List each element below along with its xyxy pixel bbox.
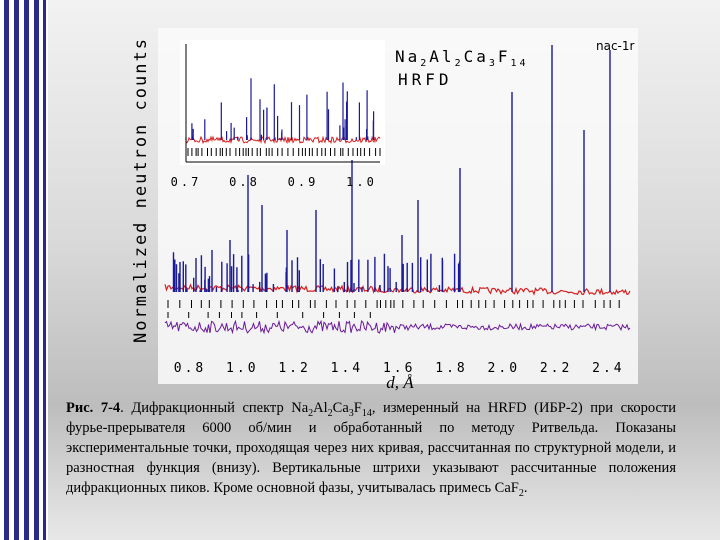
caption-text: Ca — [332, 400, 349, 416]
y-axis-label: Normalized neutron counts — [131, 37, 151, 343]
side-stripes — [0, 0, 48, 540]
inset-x-tick-label: 0.7 — [171, 175, 202, 189]
caption-text: . Дифракционный спектр Na — [120, 400, 309, 416]
spectrum — [164, 44, 631, 335]
caption-sub: 14 — [361, 407, 372, 419]
caption-label: Рис. 7-4 — [66, 400, 121, 416]
caption-text: F — [353, 400, 362, 416]
inset-x-tick-label: 0.9 — [288, 175, 319, 189]
inset-formula: Na2Al2Ca3F14 — [395, 47, 529, 69]
caption-text: Al — [313, 400, 328, 416]
caption-sub: 2 — [518, 487, 524, 499]
inset-ticks — [187, 148, 381, 156]
inset-x-tick-label: 1.0 — [346, 175, 377, 189]
caption-text: , измеренный на HRFD (ИБР-2) при скорост… — [66, 400, 676, 496]
impurity-ticks — [167, 312, 371, 318]
x-tick-label: 1.8 — [435, 361, 467, 376]
inset-observed — [185, 135, 381, 145]
x-tick-label: 2.0 — [488, 361, 520, 376]
x-tick-label: 1.0 — [226, 361, 258, 376]
inset-area — [180, 40, 385, 165]
difference-curve — [164, 319, 631, 335]
caption-sub: 2 — [327, 407, 333, 419]
x-tick-label: 2.2 — [540, 361, 572, 376]
peak-ticks — [167, 300, 620, 308]
caption-sub: 3 — [348, 407, 354, 419]
caption-sub: 2 — [308, 407, 314, 419]
inset-instrument: HRFD — [398, 70, 453, 89]
sample-id: nac-1r — [596, 39, 635, 53]
calculated-peaks — [172, 45, 611, 292]
caption: Рис. 7-4. Дифракционный спектр Na2Al2Ca3… — [66, 398, 676, 498]
x-tick-label: 0.8 — [174, 361, 206, 376]
caption-text: . — [523, 480, 528, 496]
x-tick-label: 1.4 — [331, 361, 363, 376]
x-tick-label: 1.6 — [383, 361, 415, 376]
x-axis-label: d, Å — [386, 373, 414, 392]
inset-x-tick-label: 0.8 — [229, 175, 260, 189]
x-tick-label: 2.4 — [592, 361, 624, 376]
x-tick-label: 1.2 — [278, 361, 310, 376]
